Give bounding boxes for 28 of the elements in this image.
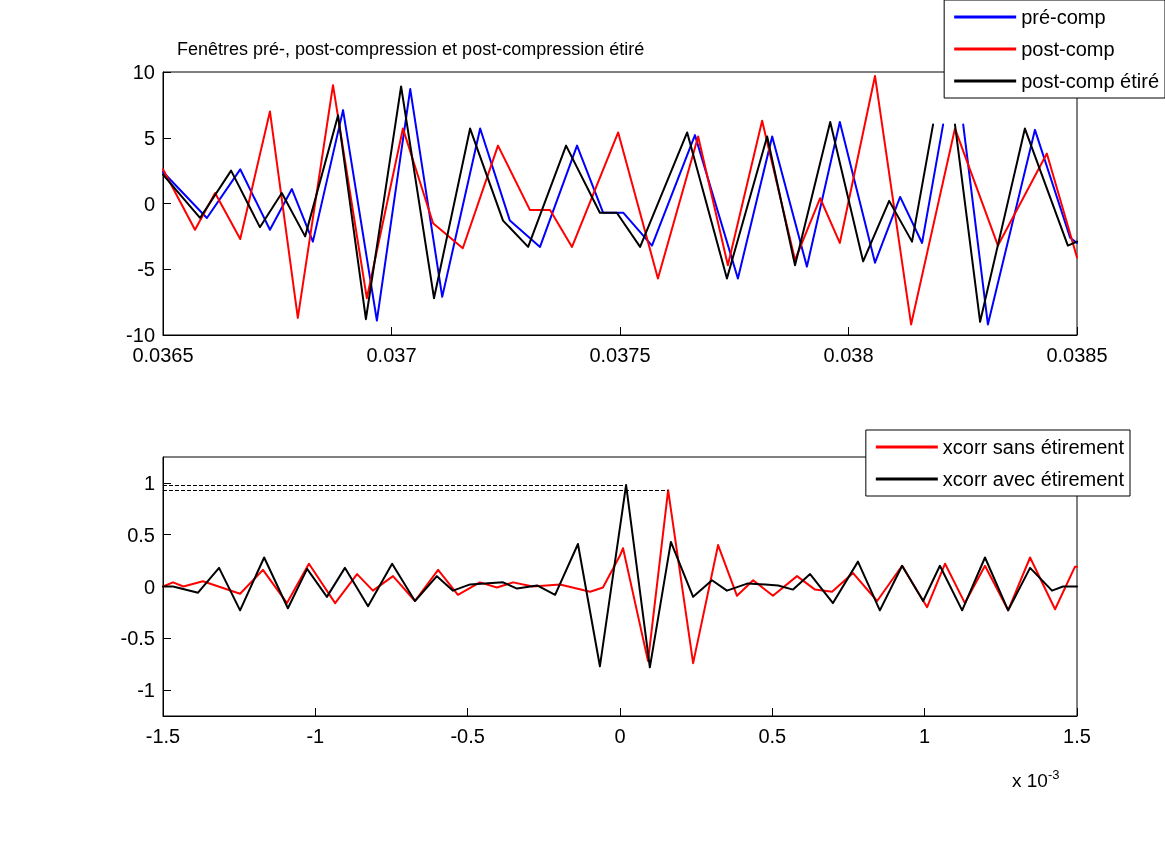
x-tick-label: -1 (306, 725, 325, 747)
x-tick-label: 0.0385 (1046, 344, 1108, 366)
x-tick-label: 0.0375 (589, 344, 651, 366)
legend-label: post-comp étiré (1021, 70, 1160, 92)
x-tick-label: 1 (919, 725, 931, 747)
x-tick-label: 0.038 (823, 344, 874, 366)
y-tick-label: 10 (132, 61, 155, 83)
x-tick-label: -1.5 (145, 725, 181, 747)
y-tick-label: -0.5 (120, 627, 155, 650)
chart-title: Fenêtres pré-, post-compression et post-compression étiré (177, 39, 645, 59)
y-tick-label: 0.5 (127, 523, 155, 546)
x-tick-label: 0.5 (758, 725, 787, 747)
y-tick-label: 0 (143, 575, 155, 598)
x-tick-label: 0 (614, 725, 626, 747)
y-tick-label: 1 (143, 471, 155, 494)
y-tick-label: 0 (143, 192, 155, 215)
x-tick-label: 0.0365 (132, 344, 194, 366)
y-tick-label: 5 (143, 126, 155, 149)
legend-label: xcorr sans étirement (942, 436, 1125, 458)
legend-label: xcorr avec étirement (942, 468, 1125, 490)
legend-label: post-comp (1021, 38, 1115, 60)
x-tick-label: -0.5 (450, 725, 485, 747)
y-tick-label: -5 (137, 258, 155, 281)
y-tick-label: -1 (137, 679, 155, 702)
x-tick-label: 0.037 (366, 344, 417, 366)
y-tick-label: -10 (126, 324, 155, 346)
legend-label: pré-comp (1021, 6, 1106, 28)
x-tick-label: 1.5 (1063, 725, 1091, 747)
